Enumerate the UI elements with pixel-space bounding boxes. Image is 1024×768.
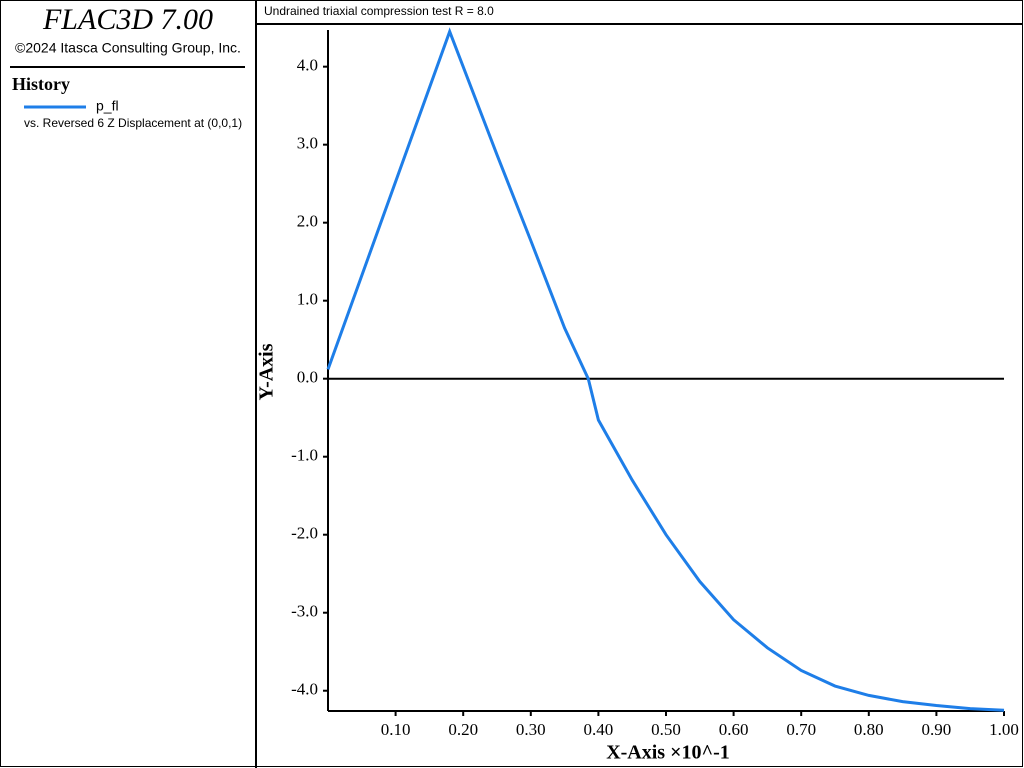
x-tick-label: 0.70 xyxy=(786,720,816,739)
x-tick-label: 0.90 xyxy=(922,720,952,739)
product-title: FLAC3D 7.00 xyxy=(42,3,213,36)
x-tick-label: 0.40 xyxy=(584,720,614,739)
data-line xyxy=(326,27,1005,712)
x-axis-label: X-Axis ×10^-1 xyxy=(606,742,730,764)
y-tick-label: 3.0 xyxy=(297,134,318,153)
y-tick-label: -4.0 xyxy=(291,680,318,699)
y-tick-label: 1.0 xyxy=(297,290,318,309)
x-tick-label: 0.20 xyxy=(448,720,478,739)
section-title: History xyxy=(12,74,70,94)
y-tick-label: -3.0 xyxy=(291,602,318,621)
x-tick-label: 0.50 xyxy=(651,720,681,739)
x-tick-label: 0.80 xyxy=(854,720,884,739)
legend-label: p_fl xyxy=(96,98,119,114)
y-tick-label: -1.0 xyxy=(291,446,318,465)
y-tick-label: 0.0 xyxy=(297,368,318,387)
x-tick-label: 0.30 xyxy=(516,720,546,739)
x-tick-label: 0.10 xyxy=(381,720,411,739)
x-tick-label: 1.00 xyxy=(989,720,1019,739)
history-note: vs. Reversed 6 Z Displacement at (0,0,1) xyxy=(24,116,242,130)
y-tick-label: 2.0 xyxy=(297,212,318,231)
chart-title: Undrained triaxial compression test R = … xyxy=(264,4,494,18)
copyright: ©2024 Itasca Consulting Group, Inc. xyxy=(15,40,241,56)
y-axis-label: Y-Axis xyxy=(256,343,278,400)
y-tick-label: 4.0 xyxy=(297,56,318,75)
x-tick-label: 0.60 xyxy=(719,720,749,739)
y-tick-label: -2.0 xyxy=(291,524,318,543)
